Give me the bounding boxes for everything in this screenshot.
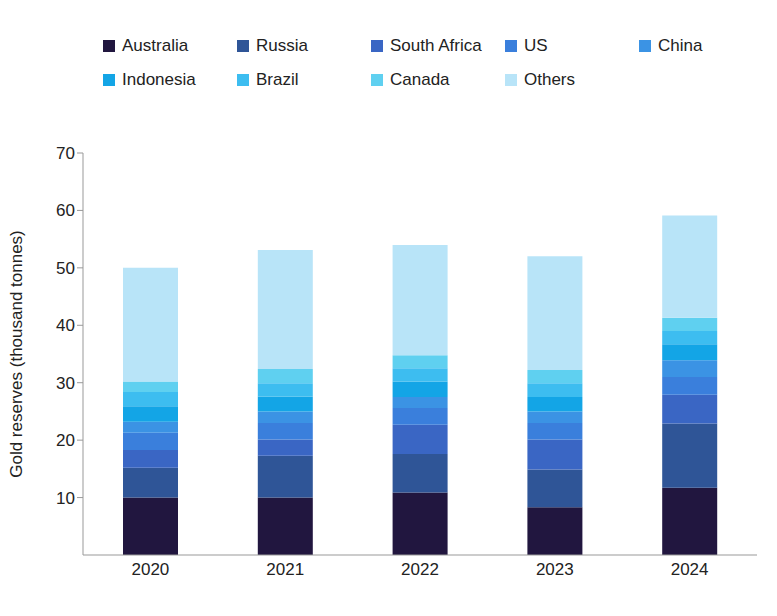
html-text:China: China (658, 36, 703, 55)
svg-text:30: 30 (56, 374, 75, 393)
html-text:Russia: Russia (256, 36, 308, 55)
svg-text:2023: 2023 (536, 560, 574, 579)
svg-text:50: 50 (56, 259, 75, 278)
svg-text:2024: 2024 (671, 560, 709, 579)
svg-text:20: 20 (56, 431, 75, 450)
svg-text:40: 40 (56, 316, 75, 335)
svg-text:2021: 2021 (266, 560, 304, 579)
svg-text:2022: 2022 (401, 560, 439, 579)
html-text:South Africa: South Africa (390, 36, 482, 55)
svg-text:70: 70 (56, 144, 75, 163)
html-text:Australia: Australia (122, 36, 189, 55)
html-text:US: US (524, 36, 548, 55)
html-text:Canada: Canada (390, 70, 450, 89)
svg-text:60: 60 (56, 201, 75, 220)
svg-text:Gold reserves (thousand tonnes: Gold reserves (thousand tonnes) (8, 230, 26, 478)
svg-text:2020: 2020 (131, 560, 169, 579)
html-text:Others: Others (524, 70, 575, 89)
html-text:Indonesia: Indonesia (122, 70, 196, 89)
html-text:Brazil: Brazil (256, 70, 299, 89)
svg-text:10: 10 (56, 489, 75, 508)
